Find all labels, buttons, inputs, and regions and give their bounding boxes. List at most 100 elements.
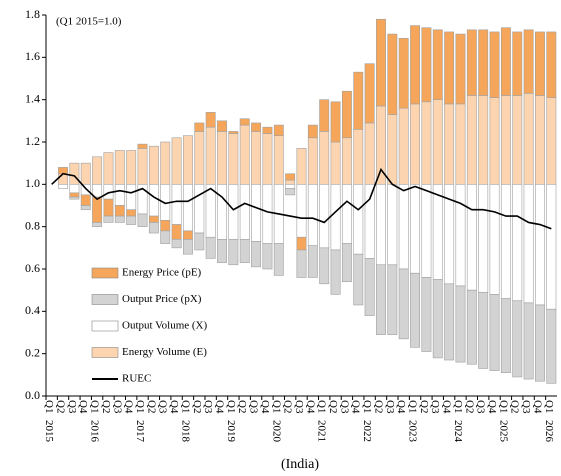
bar-segment — [148, 184, 159, 217]
legend-swatch — [91, 347, 119, 358]
bar-segment — [160, 141, 171, 185]
x-tick-label: Q2 — [145, 400, 157, 413]
bar-segment — [194, 184, 205, 234]
bar-segment — [262, 133, 273, 185]
bar-segment — [228, 184, 239, 240]
bar-segment — [478, 95, 489, 185]
bar-segment — [114, 184, 125, 206]
bar-segment — [330, 101, 341, 143]
year-label: 2015 — [43, 420, 55, 443]
bar-segment — [319, 247, 330, 285]
bar-segment — [182, 230, 193, 240]
legend-label: Output Price (pX) — [122, 293, 202, 305]
bar-segment — [182, 135, 193, 185]
x-tick-label: Q1 — [43, 400, 55, 413]
bar-segment — [410, 103, 421, 185]
bar-segment — [410, 272, 421, 348]
y-tick-label: 0.8 — [25, 218, 40, 232]
x-tick-label: Q4 — [350, 400, 362, 414]
bar-segment — [444, 31, 455, 105]
bar-segment — [546, 308, 557, 384]
bar-segment — [58, 167, 68, 175]
bar-segment — [455, 33, 466, 105]
bar-segment — [341, 137, 352, 185]
x-tick-label: Q2 — [236, 400, 248, 413]
bar-segment — [432, 184, 443, 280]
y-tick-label: 1.0 — [25, 176, 40, 190]
bar-segment — [307, 245, 318, 278]
bar-segment — [478, 291, 489, 369]
bar-segment — [205, 126, 216, 185]
bar-segment — [387, 33, 398, 115]
bar-segment — [103, 215, 114, 223]
bar-segment — [410, 25, 421, 105]
x-tick-label: Q4 — [213, 400, 225, 414]
bar-segment — [126, 215, 137, 225]
bar-segment — [148, 145, 159, 185]
x-tick-label: Q4 — [441, 400, 453, 414]
x-tick-label: Q1 — [316, 400, 328, 413]
line-series — [51, 167, 552, 230]
bar-segment — [296, 184, 307, 238]
bar-segment — [398, 184, 409, 270]
x-tick-label: Q2 — [509, 400, 521, 413]
bar-segment — [364, 258, 375, 316]
bar-segment — [182, 184, 193, 232]
bar-segment — [421, 27, 432, 103]
x-tick-label: Q4 — [259, 400, 271, 414]
bar-segment — [148, 222, 159, 234]
x-tick-label: Q3 — [338, 400, 350, 414]
bar-segment — [319, 99, 330, 132]
bar-segment — [69, 196, 80, 200]
bar-segment — [171, 239, 182, 249]
bar-segment — [239, 239, 250, 263]
bar-segment — [285, 188, 296, 196]
bar-segment — [364, 184, 375, 259]
bar-segment — [466, 289, 477, 365]
bar-segment — [376, 264, 386, 335]
bar-segment — [410, 184, 421, 274]
bar-segment — [273, 124, 284, 136]
bar-segment — [239, 124, 250, 185]
bar-segment — [307, 124, 318, 139]
year-label: 2017 — [134, 420, 146, 443]
bar-segment — [92, 196, 103, 223]
x-tick-label: Q2 — [191, 400, 203, 413]
bar-segment — [512, 184, 523, 302]
bar-segment — [182, 239, 193, 255]
bar-segment — [205, 184, 216, 238]
bar-segment — [512, 300, 523, 378]
bar-segment — [114, 150, 125, 185]
bar-segment — [217, 239, 227, 263]
bar-segment — [421, 277, 432, 352]
bar-segment — [148, 215, 159, 223]
bar-segment — [387, 264, 398, 335]
x-tick-label: Q3 — [157, 400, 169, 414]
y-tick-label: 0.4 — [25, 303, 40, 317]
bar-segment — [80, 205, 91, 211]
bar-segment — [319, 184, 330, 249]
bar-segment — [239, 118, 250, 126]
bar-segment — [466, 95, 477, 185]
bar-segment — [217, 184, 227, 240]
bar-segment — [137, 143, 148, 149]
x-tick-label: Q4 — [168, 400, 180, 414]
bar-segment — [171, 137, 182, 185]
bar-segment — [523, 93, 534, 185]
bar-segment — [489, 184, 500, 295]
bar-segment — [489, 97, 500, 185]
bar-segment — [500, 298, 511, 374]
bar-segment — [546, 31, 557, 98]
x-tick-label: Q4 — [123, 400, 135, 414]
bar-segment — [330, 184, 341, 251]
bar-segment — [432, 29, 443, 100]
x-tick-label: Q1 — [134, 400, 146, 413]
bar-segment — [228, 131, 239, 134]
bar-segment — [376, 18, 386, 107]
bar-segment — [217, 120, 227, 132]
legend-label: Output Volume (X) — [122, 320, 207, 332]
bar-segment — [126, 184, 137, 211]
x-tick-label: Q3 — [384, 400, 396, 414]
legend-swatch — [91, 320, 119, 332]
